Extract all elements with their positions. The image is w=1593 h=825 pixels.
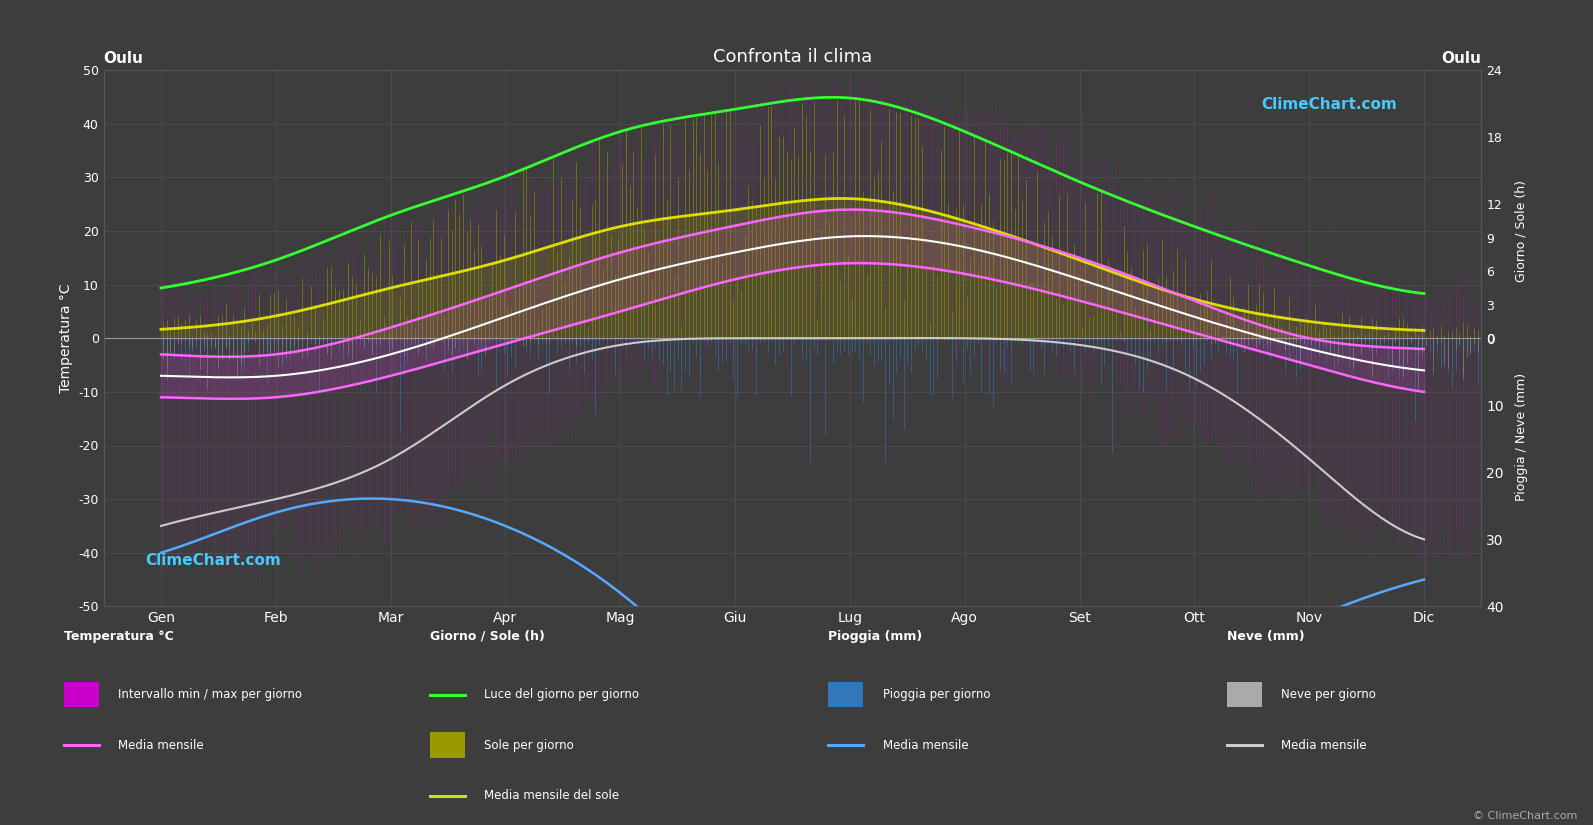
Text: ClimeChart.com: ClimeChart.com (145, 553, 280, 568)
Title: Confronta il clima: Confronta il clima (714, 48, 871, 66)
Text: Media mensile: Media mensile (118, 738, 204, 752)
Text: Oulu: Oulu (104, 51, 143, 66)
Bar (1227, 682, 1262, 707)
Bar (828, 682, 863, 707)
Text: Giorno / Sole (h): Giorno / Sole (h) (430, 629, 545, 643)
Text: Neve per giorno: Neve per giorno (1281, 688, 1376, 701)
Text: Pioggia (mm): Pioggia (mm) (828, 629, 922, 643)
Y-axis label: Temperatura °C: Temperatura °C (59, 284, 73, 393)
Text: Neve (mm): Neve (mm) (1227, 629, 1305, 643)
Text: Media mensile del sole: Media mensile del sole (484, 789, 620, 802)
Text: ClimeChart.com: ClimeChart.com (1262, 97, 1397, 112)
Text: Giorno / Sole (h): Giorno / Sole (h) (1515, 180, 1528, 282)
Text: Pioggia / Neve (mm): Pioggia / Neve (mm) (1515, 373, 1528, 502)
Text: Media mensile: Media mensile (1281, 738, 1367, 752)
Text: Pioggia per giorno: Pioggia per giorno (883, 688, 989, 701)
Text: Luce del giorno per giorno: Luce del giorno per giorno (484, 688, 639, 701)
Text: Oulu: Oulu (1442, 51, 1481, 66)
Text: Temperatura °C: Temperatura °C (64, 629, 174, 643)
Text: Intervallo min / max per giorno: Intervallo min / max per giorno (118, 688, 303, 701)
Text: Sole per giorno: Sole per giorno (484, 738, 573, 752)
Text: Media mensile: Media mensile (883, 738, 969, 752)
Bar (430, 733, 465, 757)
Bar (64, 682, 99, 707)
Text: © ClimeChart.com: © ClimeChart.com (1472, 811, 1577, 821)
